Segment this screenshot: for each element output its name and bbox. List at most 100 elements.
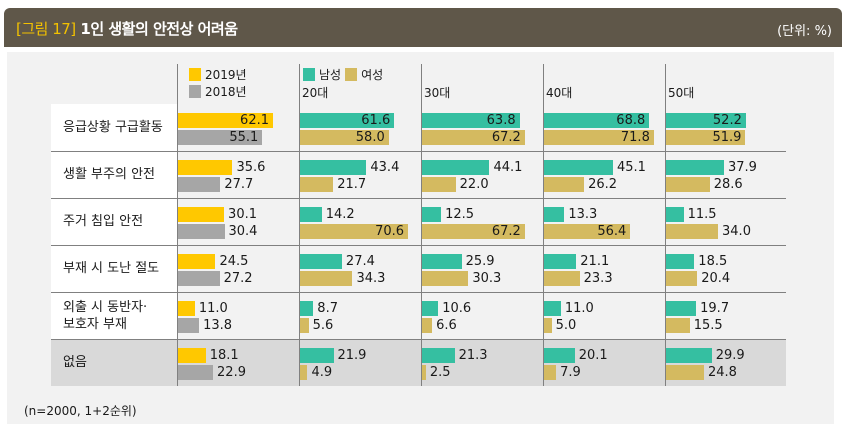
female-bar	[422, 177, 456, 192]
male-value: 11.0	[564, 301, 594, 316]
male-value: 68.8	[616, 113, 646, 128]
male-value: 8.7	[317, 301, 338, 316]
male-value: 12.5	[445, 207, 475, 222]
female-bar	[422, 271, 469, 286]
male-bar	[666, 348, 712, 363]
row-divider	[51, 339, 786, 340]
legend-text: 남성	[319, 68, 342, 82]
male-bar	[666, 254, 695, 269]
female-bar	[544, 224, 631, 239]
male-value: 25.9	[465, 254, 495, 269]
female-value: 22.0	[459, 177, 489, 192]
male-value: 52.2	[712, 113, 742, 128]
row-divider	[51, 245, 786, 246]
sample-note: (n=2000, 1+2순위)	[24, 404, 137, 418]
year-2019-value: 24.5	[219, 254, 249, 269]
column-divider	[543, 64, 544, 386]
year-2019-bar	[178, 113, 273, 128]
column-divider	[299, 64, 300, 386]
female-bar	[544, 177, 585, 192]
male-value: 19.7	[700, 301, 730, 316]
year-2018-value: 22.9	[217, 365, 246, 380]
column-divider	[421, 64, 422, 386]
male-bar	[300, 301, 314, 316]
year-2019-bar	[178, 207, 225, 222]
column-divider	[177, 64, 178, 386]
year-2019-bar	[178, 348, 206, 363]
male-bar	[300, 348, 334, 363]
male-bar	[544, 254, 577, 269]
female-value: 67.2	[491, 224, 521, 239]
year-2018-bar	[178, 271, 220, 286]
female-value: 70.6	[375, 224, 405, 239]
male-bar	[422, 348, 455, 363]
female-value: 5.6	[312, 318, 334, 333]
female-bar	[300, 318, 309, 333]
male-value: 13.3	[568, 207, 598, 222]
male-bar	[544, 207, 565, 222]
legend-text: 2018년	[205, 85, 247, 99]
year-2018-value: 30.4	[228, 224, 258, 239]
legend-text: 2019년	[205, 68, 247, 82]
female-bar	[300, 177, 334, 192]
male-value: 18.5	[698, 254, 728, 269]
age-group-label: 50대	[668, 86, 695, 100]
female-value: 23.3	[583, 271, 613, 286]
female-bar	[422, 130, 525, 145]
legend-text: 여성	[361, 68, 384, 82]
male-value: 20.1	[578, 348, 608, 363]
female-value: 51.9	[712, 130, 742, 145]
female-value: 58.0	[355, 130, 385, 145]
female-bar	[666, 318, 690, 333]
female-value: 28.6	[713, 177, 743, 192]
male-value: 21.1	[580, 254, 610, 269]
male-bar	[300, 160, 367, 175]
male-value: 45.1	[617, 160, 646, 175]
row-label: 응급상황 구급활동	[51, 104, 177, 151]
year-2018-value: 13.8	[203, 318, 233, 333]
female-bar	[544, 318, 552, 333]
male-bar	[666, 301, 697, 316]
male-bar	[300, 207, 322, 222]
male-bar	[666, 160, 724, 175]
year-2018-bar	[178, 365, 214, 380]
female-value: 34.3	[356, 271, 386, 286]
year-2018-value: 27.2	[223, 271, 253, 286]
female-value: 5.0	[555, 318, 577, 333]
chart-title: [그림 17] 1인 생활의 안전상 어려움	[16, 18, 238, 39]
female-bar	[300, 224, 409, 239]
year-2018-bar	[178, 177, 221, 192]
female-bar	[422, 224, 525, 239]
male-value: 44.1	[493, 160, 523, 175]
female-value: 34.0	[722, 224, 751, 239]
header-bar: [그림 17] 1인 생활의 안전상 어려움 (단위: %)	[4, 8, 842, 47]
male-value: 29.9	[715, 348, 745, 363]
female-value: 24.8	[707, 365, 737, 380]
female-bar	[300, 130, 389, 145]
female-value: 7.9	[560, 365, 581, 380]
year-2019-value: 35.6	[236, 160, 266, 175]
female-bar	[666, 271, 698, 286]
year-2019-bar	[178, 160, 233, 175]
year-2019-value: 18.1	[209, 348, 239, 363]
year-2018-value: 27.7	[224, 177, 254, 192]
year-2019-value: 30.1	[228, 207, 257, 222]
row-label: 부재 시 도난 절도	[51, 245, 177, 292]
female-bar	[422, 318, 433, 333]
female-bar	[666, 130, 746, 145]
male-bar	[544, 301, 561, 316]
legend-gender: 남성 여성	[303, 66, 383, 83]
legend-2018: 2018년	[189, 83, 247, 100]
male-value: 10.6	[442, 301, 472, 316]
male-value: 27.4	[345, 254, 375, 269]
year-2018-bar	[178, 318, 200, 333]
row-divider	[51, 151, 786, 152]
female-value: 30.3	[472, 271, 502, 286]
male-bar	[300, 254, 342, 269]
male-value: 21.3	[458, 348, 488, 363]
year-2018-bar	[178, 130, 263, 145]
year-2019-value: 11.0	[198, 301, 228, 316]
female-bar	[666, 224, 719, 239]
male-bar	[422, 160, 490, 175]
female-bar	[544, 365, 557, 380]
